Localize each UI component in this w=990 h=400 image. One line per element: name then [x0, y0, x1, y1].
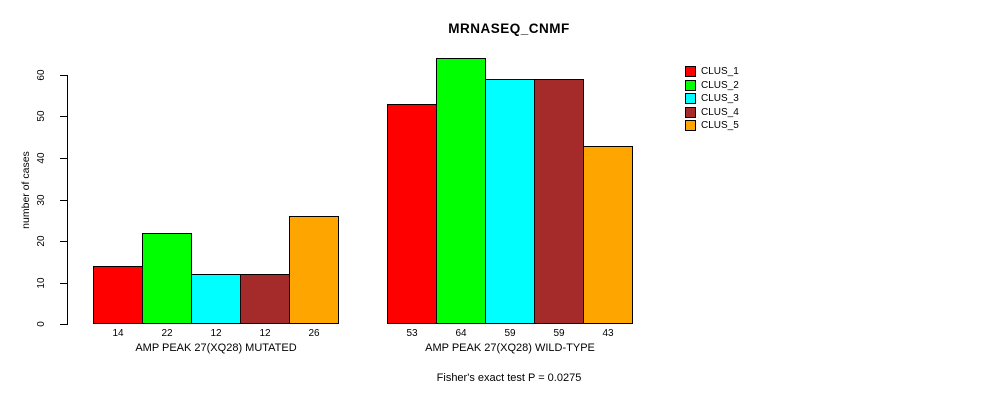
bar-value-label: 14	[112, 328, 124, 339]
chart-title: MRNASEQ_CNMF	[448, 21, 570, 36]
bar-clus_3-group1	[191, 274, 241, 324]
bar-value-label: 53	[406, 328, 418, 339]
y-tick	[60, 324, 67, 325]
bar-value-label: 12	[259, 328, 271, 339]
legend: CLUS_1 CLUS_2 CLUS_3 CLUS_4 CLUS_5	[685, 66, 739, 131]
y-tick-label: 60	[36, 69, 47, 81]
legend-item: CLUS_5	[685, 120, 739, 131]
bar-clus_1-group2	[387, 104, 437, 324]
bar-clus_5-group2	[583, 146, 633, 324]
bar-clus_4-group1	[240, 274, 290, 324]
bar-clus_1-group1	[93, 266, 143, 324]
legend-item: CLUS_4	[685, 106, 739, 118]
bar-value-label: 26	[308, 328, 320, 339]
legend-item: CLUS_1	[685, 66, 739, 77]
y-tick	[60, 158, 67, 159]
y-tick-label: 50	[36, 110, 47, 122]
y-tick-label: 0	[36, 321, 47, 327]
legend-swatch-icon	[685, 79, 696, 91]
y-tick-label: 30	[36, 194, 47, 206]
legend-item: CLUS_2	[685, 79, 739, 91]
bar-value-label: 43	[602, 328, 614, 339]
legend-label: CLUS_5	[701, 120, 739, 131]
legend-label: CLUS_1	[701, 66, 739, 77]
bar-value-label: 12	[210, 328, 222, 339]
legend-swatch-icon	[685, 93, 696, 104]
y-axis-label: number of cases	[20, 151, 32, 229]
bar-value-label: 22	[161, 328, 173, 339]
legend-swatch-icon	[685, 120, 696, 131]
legend-label: CLUS_3	[701, 93, 739, 104]
bar-clus_2-group1	[142, 233, 192, 324]
y-tick	[60, 200, 67, 201]
y-tick	[60, 283, 67, 284]
bar-clus_5-group1	[289, 216, 339, 324]
y-tick	[60, 116, 67, 117]
bar-clus_3-group2	[485, 79, 535, 324]
y-tick-label: 10	[36, 277, 47, 289]
y-axis-line	[67, 75, 68, 325]
fisher-annotation: Fisher's exact test P = 0.0275	[436, 372, 582, 384]
y-tick	[60, 241, 67, 242]
group-label: AMP PEAK 27(XQ28) WILD-TYPE	[425, 342, 595, 354]
bar-value-label: 59	[504, 328, 516, 339]
legend-swatch-icon	[685, 66, 696, 77]
group-label: AMP PEAK 27(XQ28) MUTATED	[135, 342, 297, 354]
legend-label: CLUS_4	[701, 106, 739, 118]
legend-item: CLUS_3	[685, 93, 739, 104]
y-tick-label: 20	[36, 235, 47, 247]
bar-value-label: 59	[553, 328, 565, 339]
bar-clus_2-group2	[436, 58, 486, 324]
legend-label: CLUS_2	[701, 79, 739, 91]
y-tick	[60, 75, 67, 76]
y-tick-label: 40	[36, 152, 47, 164]
bar-clus_4-group2	[534, 79, 584, 324]
bar-value-label: 64	[455, 328, 467, 339]
legend-swatch-icon	[685, 106, 696, 118]
